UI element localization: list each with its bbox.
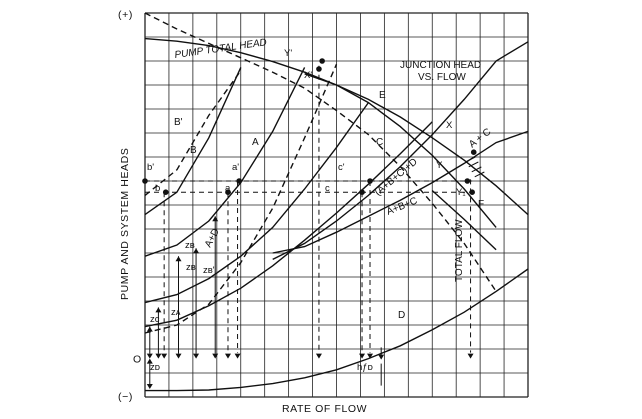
label-y1: Y₁	[456, 187, 466, 198]
label-b-prime: B'	[174, 117, 183, 128]
label-hfd: hƒᴅ	[357, 362, 373, 373]
chart-points	[142, 58, 477, 195]
z-d-up	[146, 358, 153, 364]
label-x-prime: X'	[304, 70, 312, 81]
series-c-d-combined	[144, 121, 433, 328]
label-zb: zʙ	[185, 240, 195, 251]
point-a	[225, 189, 231, 195]
point-c	[359, 189, 365, 195]
label-a-plus-d: A+D	[203, 227, 222, 250]
y-axis-label: PUMP AND SYSTEM HEADS	[119, 148, 131, 300]
label-f: F	[478, 199, 484, 210]
label-zb2: zʙ	[186, 262, 196, 273]
z-c-arrow-up	[146, 326, 153, 332]
series-a-b-c	[272, 130, 529, 254]
label-x: X	[446, 120, 453, 131]
series-f	[431, 190, 497, 251]
label-za: zᴀ	[171, 307, 181, 318]
series-junction-head-vs-flow	[144, 12, 497, 292]
series-e	[304, 73, 497, 228]
z-a-arrow-up	[155, 307, 162, 313]
z-b-prime-arrow-up	[193, 248, 200, 254]
point-b	[162, 189, 169, 195]
x-axis-label: RATE OF FLOW	[282, 403, 367, 415]
label-b-point: b	[155, 183, 160, 194]
label-e: E	[379, 90, 386, 101]
series-c	[144, 102, 369, 304]
drop-b-arrow	[161, 353, 168, 359]
z-c-arrow-down	[146, 353, 153, 359]
point-c-prime	[367, 178, 373, 184]
drop-c-arrow	[359, 353, 366, 359]
y-top-label: (+)	[118, 9, 133, 21]
chart-guide-lines	[145, 65, 485, 389]
label-pump-total-head: PUMP TOTAL HEAD	[174, 37, 268, 61]
series-a-d	[144, 63, 338, 334]
label-a-point: a	[225, 183, 231, 194]
hfd-down	[378, 354, 385, 360]
z-b-arrow-down	[175, 353, 182, 359]
label-zd: zᴅ	[150, 362, 160, 373]
z-b2-arrow-down	[212, 353, 219, 359]
label-junction-head: JUNCTION HEAD	[400, 60, 481, 71]
chart-text-labels: (+) (−) O RATE OF FLOW PUMP AND SYSTEM HEADS…	[118, 9, 493, 415]
label-c-point: c	[325, 183, 330, 194]
z-a-arrow-down	[155, 353, 162, 359]
label-y-prime: Y'	[284, 48, 292, 59]
label-c: C	[376, 137, 383, 148]
label-y: Y	[436, 160, 443, 171]
label-zc: zᴄ	[150, 314, 160, 325]
y-zero-label: O	[133, 354, 142, 366]
hatch-mark	[474, 171, 485, 178]
drop-total-arrow	[467, 353, 474, 359]
drop-a-arrow	[224, 353, 231, 359]
drop-a-prime-arrow	[234, 353, 241, 359]
point-y1	[469, 189, 475, 195]
hatch-mark	[471, 166, 482, 173]
y-bottom-label: (−)	[118, 391, 133, 403]
label-c-prime-point: c'	[338, 162, 345, 173]
z-b-prime-arrow-down	[193, 353, 200, 359]
label-b-prime-point: b'	[147, 162, 154, 173]
point-x-prime	[316, 66, 322, 72]
drop-c-prime-arrow	[367, 353, 374, 359]
label-a-prime-point: a'	[232, 162, 239, 173]
label-d: D	[398, 310, 405, 321]
hatch-mark	[465, 156, 476, 163]
label-a: A	[252, 137, 259, 148]
point-b-prime	[142, 178, 148, 184]
drop-x-prime-arrow	[315, 353, 322, 359]
label-b: B	[190, 145, 197, 156]
series-b	[144, 67, 242, 216]
point-a-prime	[236, 178, 242, 184]
point-y-prime	[319, 58, 325, 64]
chart-curves	[144, 12, 529, 392]
point-x	[470, 149, 477, 155]
series-b	[144, 70, 242, 196]
z-b2-arrow-up	[212, 216, 219, 222]
label-total-flow: TOTAL FLOW	[454, 219, 465, 282]
z-d-down	[146, 384, 153, 389]
z-b-arrow-up	[175, 256, 182, 262]
hatch-mark	[468, 161, 479, 168]
label-zb-prime: zʙ'	[203, 265, 215, 276]
point-y	[464, 178, 471, 184]
series-a	[144, 67, 306, 257]
label-junction-vs-flow: VS. FLOW	[418, 72, 466, 83]
series-d	[145, 268, 529, 392]
